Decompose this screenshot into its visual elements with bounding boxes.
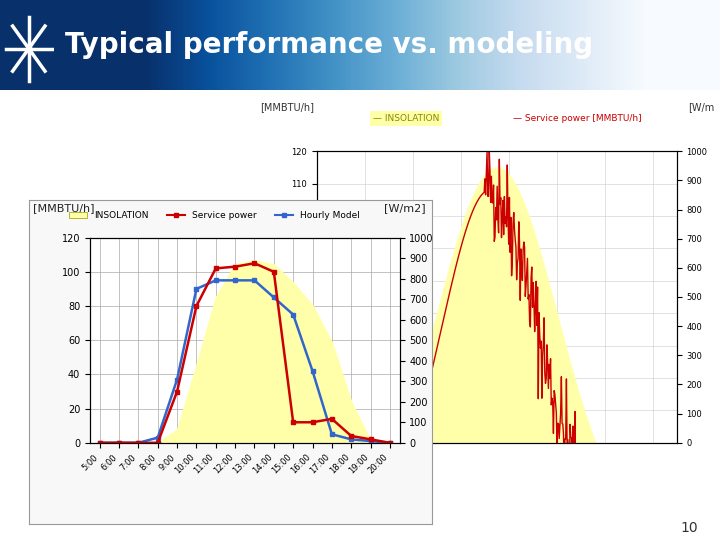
- Text: 10: 10: [681, 521, 698, 535]
- Text: — Service power [MMBTU/h]: — Service power [MMBTU/h]: [513, 114, 642, 123]
- Legend: INSOLATION, Service power, Hourly Model: INSOLATION, Service power, Hourly Model: [66, 207, 364, 224]
- Text: — INSOLATION: — INSOLATION: [373, 114, 439, 123]
- Text: [MMBTU/h]: [MMBTU/h]: [261, 102, 314, 112]
- Text: [W/m2]: [W/m2]: [384, 203, 426, 213]
- Text: [MMBTU/h]: [MMBTU/h]: [33, 203, 94, 213]
- Text: [W/m: [W/m: [688, 102, 714, 112]
- Text: Typical performance vs. modeling: Typical performance vs. modeling: [65, 31, 593, 59]
